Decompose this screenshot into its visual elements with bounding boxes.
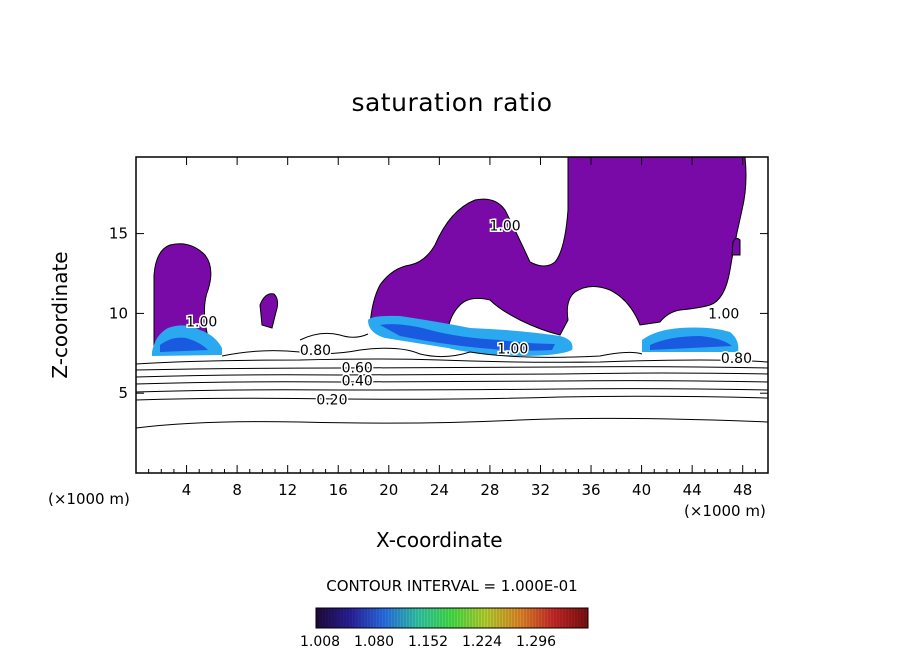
colorbar-gradient: [315, 607, 589, 629]
x-tick-label: 32: [531, 481, 550, 499]
cloud-region: [369, 157, 747, 336]
x-tick-label: 44: [683, 481, 702, 499]
x-tick-label: 4: [182, 481, 192, 499]
contour-label: 1.00: [186, 314, 217, 330]
contour-label: 0.80: [300, 343, 331, 359]
contour-label: 0.80: [721, 351, 752, 367]
supersat-patch: [650, 336, 732, 350]
colorbar-tick-label: 1.152: [408, 634, 449, 650]
colorbar-tick-label: 1.008: [300, 634, 341, 650]
x-axis-label: X-coordinate: [376, 528, 503, 552]
y-tick-label: 5: [118, 384, 128, 402]
x-tick-label: 40: [632, 481, 651, 499]
x-unit-label-right: (×1000 m): [684, 502, 766, 520]
x-tick-label: 20: [379, 481, 398, 499]
y-tick-label: 15: [109, 225, 128, 243]
contour-label: 1.00: [497, 342, 528, 358]
x-tick-label: 36: [581, 481, 600, 499]
contour-interval-label: CONTOUR INTERVAL = 1.000E-01: [326, 577, 578, 595]
x-tick-label: 28: [480, 481, 499, 499]
cloud-region: [731, 237, 741, 256]
supersat-patch: [160, 337, 208, 352]
x-tick-label: 48: [733, 481, 752, 499]
y-tick-label: 10: [109, 304, 128, 322]
colorbar-tick-label: 1.296: [516, 634, 557, 650]
x-tick-label: 12: [278, 481, 297, 499]
contour-label: 1.00: [490, 219, 521, 235]
cloud-region: [259, 293, 279, 329]
contour-label: 0.60: [342, 361, 373, 377]
cloud-region: [153, 243, 212, 353]
x-tick-label: 16: [329, 481, 348, 499]
x-unit-label-left: (×1000 m): [48, 490, 130, 508]
contour-label: 0.40: [342, 373, 373, 389]
colorbar-tick-label: 1.224: [462, 634, 503, 650]
colorbar-tick-label: 1.080: [354, 634, 395, 650]
contour-label: 0.20: [316, 393, 347, 409]
contour-label: 1.00: [708, 306, 739, 322]
supersat-patch: [380, 324, 555, 351]
x-tick-label: 8: [232, 481, 242, 499]
x-tick-label: 24: [430, 481, 449, 499]
chart-title: saturation ratio: [351, 88, 553, 117]
